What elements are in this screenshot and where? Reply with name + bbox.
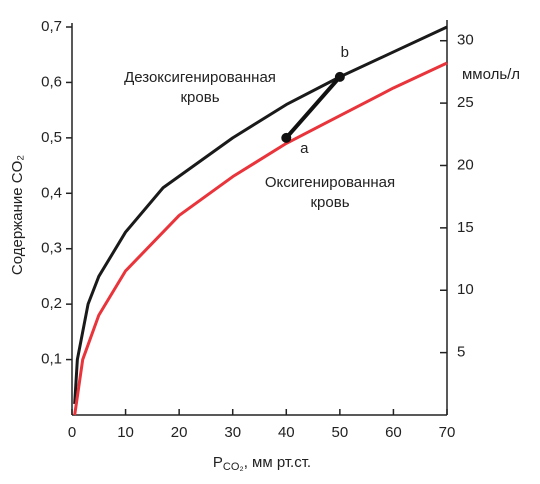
- y2-tick-label: 10: [457, 281, 474, 298]
- x-tick-label: 0: [68, 424, 76, 441]
- x-tick-label: 60: [385, 424, 402, 441]
- y-axis-label: Содержание CO₂: [9, 155, 26, 275]
- curve: [73, 25, 448, 405]
- x-axis-label: PCO₂, мм рт.ст.: [213, 454, 311, 473]
- y2-tick-label: 20: [457, 156, 474, 173]
- y2-axis-label: ммоль/л: [462, 66, 520, 83]
- x-tick-label: 20: [171, 424, 188, 441]
- point: [334, 71, 345, 82]
- x-label-rest: , мм рт.ст.: [244, 454, 311, 471]
- y-tick-label: 0,5: [41, 129, 62, 146]
- y2-tick-label: 30: [457, 32, 474, 49]
- point: [281, 132, 292, 143]
- y2-tick-label: 15: [457, 219, 474, 236]
- y-tick-label: 0,1: [41, 351, 62, 368]
- series-label: кровь: [180, 89, 219, 106]
- x-tick-label: 10: [117, 424, 134, 441]
- x-tick-label: 30: [224, 424, 241, 441]
- point-label: a: [300, 140, 309, 157]
- y2-tick-label: 25: [457, 94, 474, 111]
- series-label: кровь: [310, 194, 349, 211]
- y2-tick-label: 5: [457, 344, 465, 361]
- y-tick-label: 0,6: [41, 73, 62, 90]
- curve: [73, 61, 448, 416]
- x-label-main: P: [213, 454, 223, 471]
- y-tick-label: 0,3: [41, 240, 62, 257]
- y-tick-label: 0,2: [41, 295, 62, 312]
- y-tick-label: 0,7: [41, 18, 62, 35]
- y-tick-label: 0,4: [41, 184, 62, 201]
- series-label: Дезоксигенированная: [124, 69, 276, 86]
- point-label: b: [341, 44, 349, 61]
- series-label: Оксигенированная: [265, 174, 395, 191]
- x-label-sub: CO₂: [223, 461, 244, 473]
- connector: [284, 75, 342, 140]
- x-tick-label: 40: [278, 424, 295, 441]
- x-tick-label: 70: [439, 424, 456, 441]
- x-tick-label: 50: [332, 424, 349, 441]
